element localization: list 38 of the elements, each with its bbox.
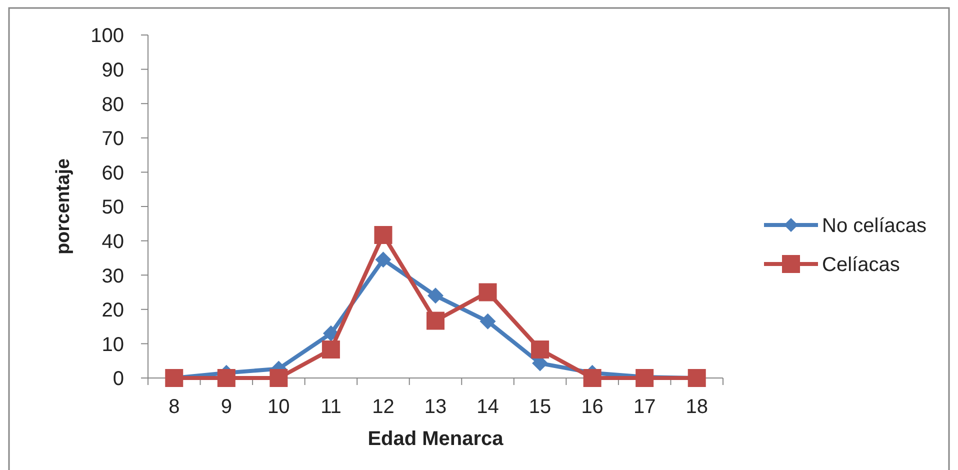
x-tick-label: 16 bbox=[581, 396, 604, 418]
point bbox=[531, 340, 550, 359]
y-tick-label: 20 bbox=[102, 300, 124, 322]
y-tick-label: 50 bbox=[102, 196, 124, 219]
point bbox=[217, 369, 236, 387]
x-axis-title: Edad Menarca bbox=[368, 428, 504, 450]
y-tick-label: 100 bbox=[90, 25, 124, 48]
x-tick-label: 14 bbox=[476, 396, 499, 418]
x-tick-label: 8 bbox=[168, 396, 180, 418]
point bbox=[480, 313, 496, 330]
y-tick-label: 10 bbox=[102, 334, 124, 356]
y-tick-label: 90 bbox=[102, 60, 124, 82]
point bbox=[426, 312, 444, 330]
point bbox=[583, 369, 602, 387]
y-tick-label: 30 bbox=[102, 265, 124, 288]
point bbox=[478, 283, 497, 302]
point bbox=[428, 288, 444, 304]
x-tick-label: 9 bbox=[220, 396, 232, 418]
x-tick-label: 18 bbox=[686, 396, 708, 418]
x-tick-label: 17 bbox=[633, 396, 656, 418]
x-tick-label: 13 bbox=[424, 396, 447, 418]
legend-label: No celíacas bbox=[822, 215, 926, 238]
point bbox=[375, 252, 392, 268]
x-tick-label: 11 bbox=[320, 396, 342, 418]
point bbox=[270, 369, 288, 387]
legend-label: Celíacas bbox=[822, 254, 900, 276]
point bbox=[374, 226, 392, 244]
y-tick-label: 80 bbox=[102, 94, 124, 116]
point bbox=[322, 340, 340, 359]
y-tick-label: 60 bbox=[102, 162, 124, 184]
x-tick-label: 10 bbox=[268, 396, 290, 418]
y-tick-label: 0 bbox=[112, 368, 124, 390]
y-tick-label: 70 bbox=[102, 128, 124, 150]
x-tick-label: 15 bbox=[528, 396, 552, 418]
y-tick-label: 40 bbox=[102, 231, 124, 253]
x-tick-label: 12 bbox=[372, 396, 394, 418]
point bbox=[322, 325, 339, 342]
y-axis-title: porcentaje bbox=[53, 158, 74, 255]
